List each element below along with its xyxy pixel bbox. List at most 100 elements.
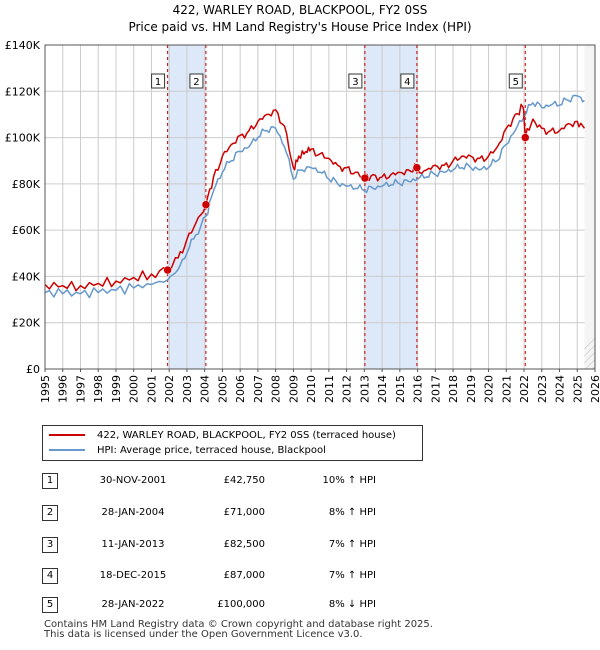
- sale-price: £87,000: [223, 570, 265, 581]
- price-chart: £0£20K£40K£60K£80K£100K£120K£140K 1995 19…: [5, 39, 600, 403]
- x-tick-labels: 1995 1996 1997 1998 1999 2000 2001 2002 2003 2004…: [39, 369, 600, 403]
- legend-item-hpi: HPI: Average price, terraced house, Blac…: [49, 444, 326, 458]
- future-region: [584, 45, 595, 369]
- footer-line-1: Contains HM Land Registry data © Crown c…: [44, 619, 433, 630]
- chart-axes: [44, 44, 596, 370]
- sale-point: [521, 133, 530, 142]
- x-tick-label: 2013: [358, 375, 371, 403]
- x-tick-label: 2017: [429, 375, 442, 403]
- x-tick-label: 2007: [252, 375, 265, 403]
- x-tick-label: 2011: [323, 375, 336, 403]
- sale-period-shading: [45, 45, 595, 369]
- sale-point: [360, 173, 370, 183]
- x-tick-label: 2019: [465, 375, 478, 403]
- sale-number-badge: 1: [42, 473, 58, 489]
- y-tick-label: £0: [26, 363, 40, 376]
- y-tick-label: £100K: [5, 132, 41, 145]
- x-tick-label: 2022: [518, 375, 531, 403]
- sale-price: £100,000: [217, 599, 265, 610]
- legend-label-property: 422, WARLEY ROAD, BLACKPOOL, FY2 0SS (te…: [97, 430, 396, 441]
- x-tick-label: 2000: [128, 375, 141, 403]
- sale-price: £82,500: [223, 539, 265, 550]
- x-tick-label: 2021: [500, 375, 513, 403]
- sale-number-label: 5: [513, 77, 519, 88]
- sale-date: 28-JAN-2004: [101, 507, 165, 518]
- sale-number-badge: 3: [42, 537, 58, 553]
- legend-swatch-hpi: [49, 449, 85, 451]
- y-tick-label: £20K: [12, 317, 41, 330]
- x-tick-label: 2009: [287, 375, 300, 403]
- x-tick-label: 1996: [57, 375, 70, 403]
- sale-number-box: [400, 73, 415, 89]
- x-tick-label: 2024: [554, 375, 567, 403]
- footer-line-2: This data is licensed under the Open Gov…: [44, 629, 363, 640]
- x-tick-label: 2026: [589, 375, 600, 403]
- sale-hpi-diff: 7% ↑ HPI: [328, 539, 376, 550]
- hpi-line: [44, 94, 585, 299]
- x-tick-label: 2010: [305, 375, 318, 403]
- sale-hpi-diff: 8% ↓ HPI: [328, 599, 376, 610]
- x-tick-label: 2006: [234, 375, 247, 403]
- legend-label-hpi: HPI: Average price, terraced house, Blac…: [97, 445, 326, 456]
- sale-date: 11-JAN-2013: [101, 539, 165, 550]
- future-hatch-region: [584, 45, 596, 369]
- sale-number-label: 3: [352, 77, 358, 88]
- sale-price: £42,750: [223, 475, 265, 486]
- chart-series: [44, 94, 586, 299]
- sale-number-box: [508, 73, 523, 89]
- sale-hpi-diff: 10% ↑ HPI: [322, 475, 376, 486]
- title-line-1: 422, WARLEY ROAD, BLACKPOOL, FY2 0SS: [172, 3, 428, 17]
- sale-date: 30-NOV-2001: [99, 475, 167, 486]
- plot-frame: [44, 44, 596, 370]
- chart-title: 422, WARLEY ROAD, BLACKPOOL, FY2 0SS Pri…: [0, 2, 600, 36]
- x-tick-label: 2023: [536, 375, 549, 403]
- title-line-2: Price paid vs. HM Land Registry's House …: [128, 20, 472, 34]
- x-tick-label: 2001: [145, 375, 158, 403]
- sale-hpi-diff: 7% ↑ HPI: [328, 570, 376, 581]
- sale-date: 18-DEC-2015: [99, 570, 167, 581]
- sale-date: 28-JAN-2022: [101, 599, 165, 610]
- x-tick-label: 1997: [74, 375, 87, 403]
- chart-legend: 422, WARLEY ROAD, BLACKPOOL, FY2 0SS (te…: [42, 425, 423, 461]
- plot-background: [45, 45, 595, 369]
- sale-point: [163, 265, 172, 275]
- x-tick-label: 2003: [181, 375, 194, 403]
- sale-number-badge: 2: [42, 505, 58, 521]
- sale-number-label: 4: [404, 77, 410, 88]
- x-tick-label: 2016: [412, 375, 425, 403]
- x-tick-label: 2015: [394, 375, 407, 403]
- sale-number-box: [151, 73, 166, 89]
- x-tick-label: 2005: [216, 375, 229, 403]
- footer-attribution: Contains HM Land Registry data © Crown c…: [44, 620, 433, 640]
- y-tick-label: £140K: [5, 39, 41, 52]
- sale-hpi-diff: 8% ↑ HPI: [328, 507, 376, 518]
- sale-number-labels: 1 2 3 4 5: [151, 73, 523, 89]
- x-tick-label: 2025: [571, 375, 584, 403]
- sale-point: [412, 163, 422, 172]
- sale-number-box: [189, 73, 204, 89]
- x-tick-label: 2012: [341, 375, 354, 403]
- legend-swatch-property: [49, 434, 85, 436]
- sale-number-label: 1: [155, 77, 161, 88]
- x-tick-label: 1998: [92, 375, 105, 403]
- x-tick-label: 2008: [270, 375, 283, 403]
- x-tick-label: 2014: [376, 375, 389, 403]
- x-tick-label: 1999: [110, 375, 123, 403]
- sale-number-box: [348, 73, 363, 89]
- sale-markers: [163, 133, 530, 275]
- sale-point: [201, 200, 211, 209]
- legend-item-property: 422, WARLEY ROAD, BLACKPOOL, FY2 0SS (te…: [49, 429, 396, 443]
- x-tick-label: 2004: [199, 375, 212, 403]
- property-price-line: [44, 103, 586, 292]
- y-tick-label: £40K: [12, 270, 41, 283]
- x-tick-label: 2020: [483, 375, 496, 403]
- x-tick-label: 2018: [447, 375, 460, 403]
- y-tick-label: £120K: [5, 85, 41, 98]
- sale-price: £71,000: [223, 507, 265, 518]
- y-tick-label: £80K: [12, 178, 41, 191]
- sale-number-badge: 4: [42, 568, 58, 584]
- sale-period-band: [364, 45, 417, 369]
- x-tick-label: 2002: [163, 375, 176, 403]
- y-tick-labels: £0 £20K £40K £60K £80K £100K £120K £140K: [5, 39, 41, 376]
- x-tick-label: 1995: [39, 375, 52, 403]
